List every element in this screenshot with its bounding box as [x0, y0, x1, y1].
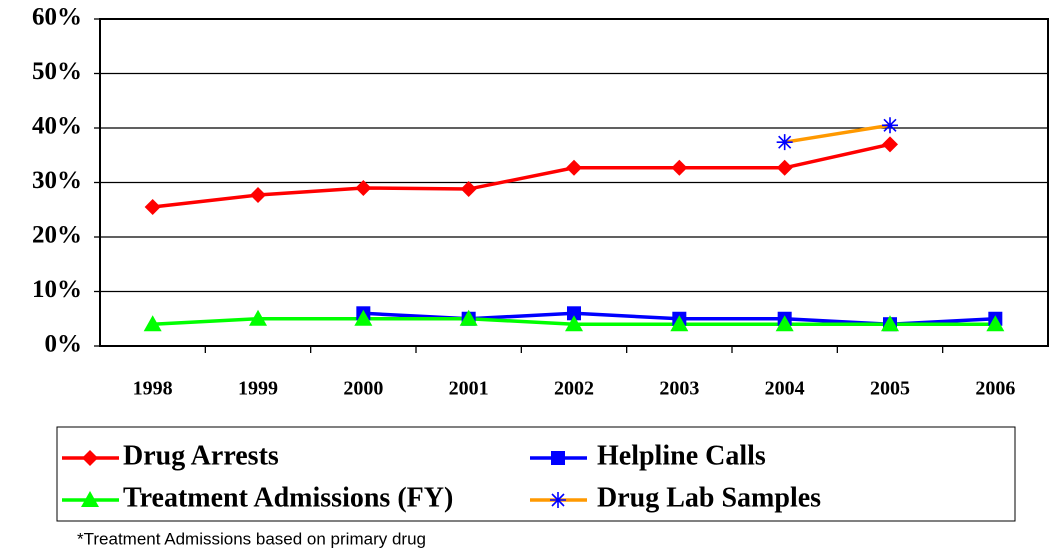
footnote: *Treatment Admissions based on primary d… — [77, 529, 426, 548]
data-point — [354, 309, 373, 326]
x-tick-label: 2006 — [975, 378, 1015, 400]
data-point — [671, 159, 688, 176]
legend-label: Helpline Calls — [597, 440, 766, 471]
series-line — [152, 142, 891, 209]
y-tick-label: 50% — [32, 58, 82, 85]
legend-label: Treatment Admissions (FY) — [123, 482, 453, 513]
data-point — [460, 181, 477, 198]
data-point — [881, 315, 899, 332]
legend-marker — [550, 492, 566, 508]
legend-label: Drug Arrests — [123, 440, 279, 471]
data-point — [776, 159, 793, 176]
x-tick-label: 2005 — [870, 378, 910, 400]
data-point — [882, 117, 898, 134]
data-point — [144, 199, 161, 216]
data-point — [882, 136, 898, 153]
legend-label: Drug Lab Samples — [597, 482, 821, 513]
data-point — [355, 179, 372, 196]
data-point — [670, 315, 689, 332]
data-point — [249, 309, 267, 326]
legend-marker — [551, 451, 565, 465]
data-point — [775, 315, 794, 332]
x-tick-label: 2003 — [659, 378, 699, 400]
plot-frame — [99, 18, 1049, 347]
data-point — [567, 306, 581, 321]
y-tick-label: 20% — [32, 222, 82, 249]
y-tick-label: 10% — [32, 276, 82, 303]
y-tick-label: 40% — [32, 113, 82, 140]
data-point — [250, 187, 266, 204]
data-point — [459, 309, 478, 326]
data-point — [566, 159, 582, 176]
data-point — [776, 134, 793, 151]
x-tick-label: 2000 — [343, 378, 383, 400]
y-tick-label: 0% — [45, 331, 83, 358]
x-tick-label: 2002 — [554, 378, 594, 400]
legend-box — [56, 426, 1016, 522]
y-tick-label: 30% — [32, 167, 82, 194]
legend-marker — [82, 450, 98, 466]
data-point — [143, 315, 162, 332]
x-tick-label: 2004 — [765, 378, 805, 400]
y-tick-label: 60% — [32, 4, 82, 31]
legend-marker — [81, 491, 99, 507]
data-point — [986, 315, 1005, 332]
series-line — [784, 123, 891, 144]
x-tick-label: 1998 — [133, 378, 173, 400]
x-tick-label: 2001 — [449, 378, 489, 400]
x-tick-label: 1999 — [238, 378, 278, 400]
data-point — [565, 315, 583, 332]
